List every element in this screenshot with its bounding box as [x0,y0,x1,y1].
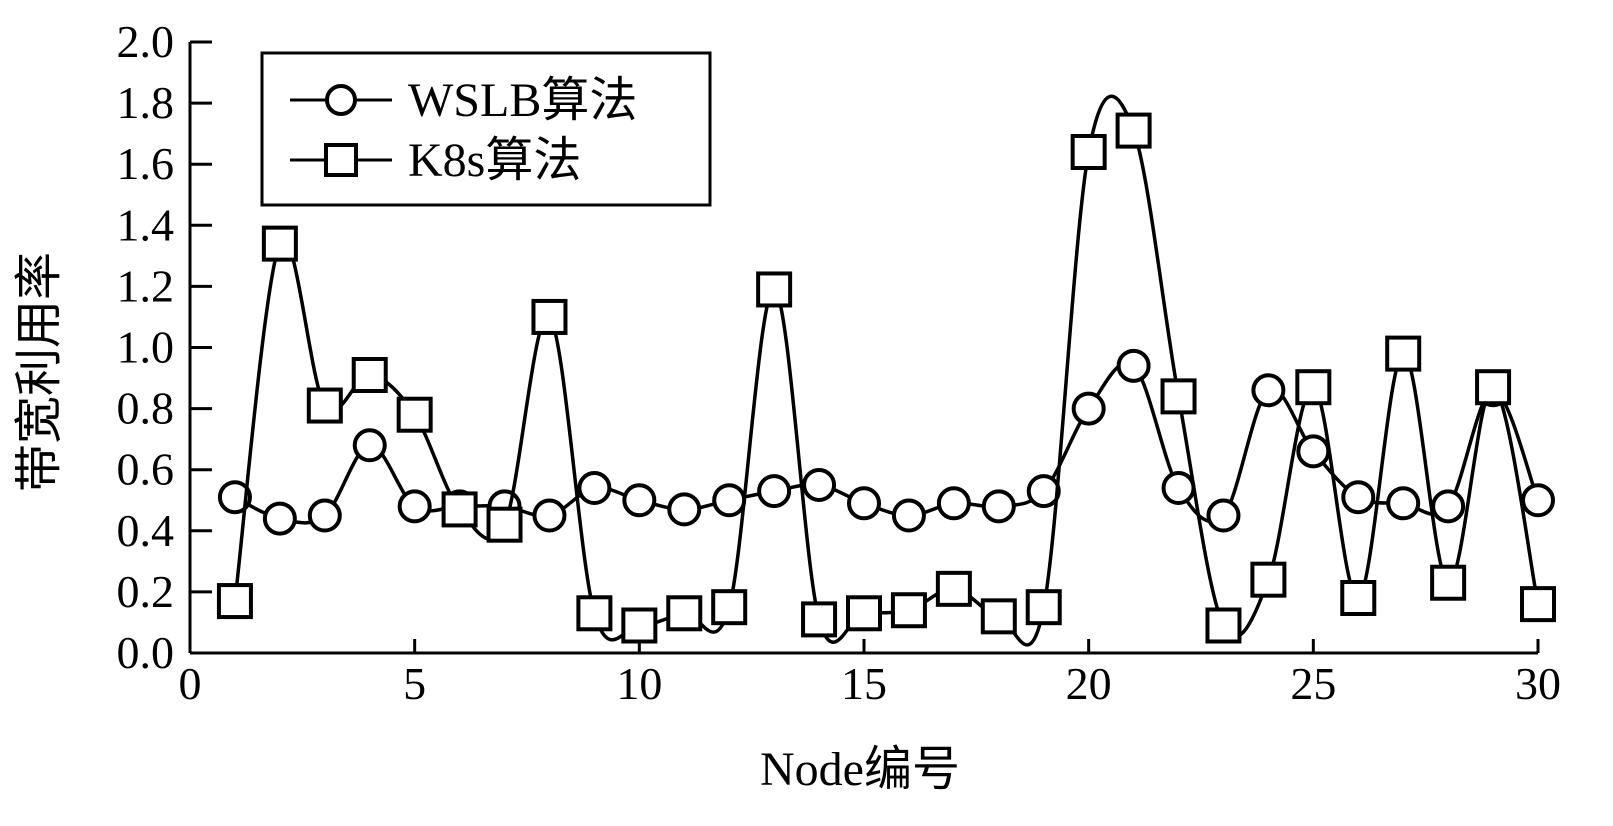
data-point-k8s [846,595,882,632]
data-point-k8s [1025,589,1062,626]
tick-labels: 0.0 0.2 0.4 0.6 0.8 1.0 1.2 1.4 1.6 1.8 2.0 0 5 10 15 2… [117,16,1562,709]
data-point-wslb [802,467,837,502]
data-point-wslb [1206,498,1241,533]
y-tick-label: 0.4 [117,505,175,556]
legend-label-k8s: K8s算法 [408,134,581,187]
series-layer [216,94,1556,647]
data-point-wslb [397,489,432,524]
y-tick-label: 2.0 [117,16,175,67]
legend-marker-k8s [324,143,358,177]
data-point-k8s [1520,586,1556,623]
data-point-wslb [1386,486,1421,521]
data-point-wslb [352,428,387,463]
data-point-k8s [1385,335,1422,372]
data-point-wslb [217,480,252,515]
x-tick-label: 0 [179,658,202,709]
data-point-k8s [711,589,748,626]
series-k8s [216,94,1556,647]
data-point-wslb [1161,471,1196,506]
data-point-wslb [1071,391,1106,426]
data-point-wslb [1341,480,1376,515]
legend-label-wslb: WSLB算法 [408,74,637,127]
x-tick-label: 15 [841,658,887,709]
data-point-wslb [667,492,702,527]
data-point-wslb [936,486,971,521]
data-point-k8s [441,491,478,528]
data-point-k8s [1430,564,1467,601]
data-point-k8s [801,601,838,638]
y-tick-label: 1.2 [117,260,175,311]
data-point-wslb [1251,373,1286,408]
data-point-wslb [622,483,657,518]
data-point-wslb [712,483,747,518]
data-point-k8s [486,506,523,543]
y-tick-label: 1.8 [117,77,175,128]
data-point-k8s [621,607,658,644]
data-point-wslb [847,486,881,521]
series-wslb [217,348,1555,536]
x-tick-label: 20 [1066,658,1112,709]
data-point-k8s [666,595,703,632]
y-tick-label: 1.6 [117,138,175,189]
data-point-k8s [531,298,568,335]
data-point-wslb [981,489,1016,524]
y-tick-label: 1.0 [117,322,175,373]
data-point-k8s [1115,112,1152,149]
data-point-k8s [935,570,972,607]
data-point-wslb [307,498,342,533]
data-point-wslb [532,498,567,533]
data-point-wslb [1521,483,1555,518]
x-tick-label: 25 [1290,658,1336,709]
y-tick-label: 0.0 [117,627,175,678]
x-axis-title: Node编号 [760,743,960,796]
data-point-wslb [1026,474,1061,509]
data-point-wslb [757,474,792,509]
x-tick-label: 30 [1515,658,1561,709]
y-tick-label: 1.4 [117,199,175,250]
data-point-k8s [216,583,253,620]
data-point-k8s [756,271,793,308]
data-point-wslb [577,471,612,506]
legend: WSLB算法 K8s算法 [260,51,712,207]
data-point-k8s [1475,369,1512,406]
data-point-k8s [890,592,927,629]
y-tick-label: 0.2 [117,566,175,617]
data-point-k8s [396,396,433,433]
y-axis-title: 带宽利用率 [13,252,66,492]
data-point-k8s [306,387,343,424]
y-tick-label: 0.6 [117,444,175,495]
legend-marker-wslb [325,84,357,116]
data-point-wslb [1116,348,1151,383]
data-point-k8s [1295,369,1332,406]
data-point-k8s [980,598,1017,635]
x-tick-label: 5 [403,658,426,709]
x-tick-label: 10 [616,658,662,709]
data-point-k8s [351,356,388,393]
data-point-k8s [1205,607,1242,644]
data-point-wslb [262,501,297,536]
data-point-k8s [261,225,298,262]
data-point-k8s [1070,133,1107,170]
y-tick-label: 0.8 [117,383,175,434]
data-point-k8s [1250,561,1287,598]
tick-marks [188,40,1540,655]
data-point-wslb [1296,434,1331,469]
data-point-wslb [891,498,926,533]
data-point-k8s [1340,580,1377,617]
legend-box [260,51,712,207]
data-point-k8s [576,595,613,632]
data-point-wslb [1431,489,1466,524]
data-point-k8s [1160,378,1197,415]
